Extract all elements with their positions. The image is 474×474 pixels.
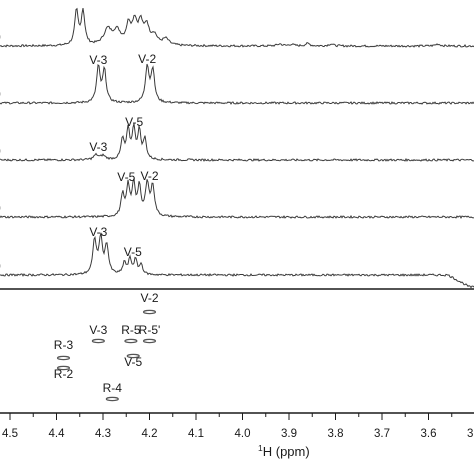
spectra-stack: )))))	[0, 7, 474, 289]
peak-labels: V-3 V-2 V-3 V-5 V-5 V-2 V-3 V-5	[89, 52, 158, 259]
cross-peak-label-5: V-5	[124, 355, 142, 369]
peak-label-3-2: V-5	[125, 115, 143, 129]
peak-label-2-2: V-2	[138, 52, 156, 66]
cross-peak-4	[142, 338, 157, 344]
peak-label-4-1: V-5	[117, 170, 135, 184]
spectrum-trace-5	[0, 232, 474, 289]
x-axis-title-text: H (ppm)	[263, 444, 310, 459]
x-axis: 4.5 4.4 4.3 4.2 4.1 4.0 3.9 3.8 3.7 3.6 3.5	[2, 413, 474, 440]
cross-peak-label-7: R-2	[54, 367, 74, 381]
x-tick-label-5: 4.1	[188, 428, 204, 440]
trace-marker-5: )	[0, 258, 1, 272]
x-axis-title: 1H (ppm)	[258, 443, 310, 459]
spectrum-trace-3	[0, 123, 474, 162]
cross-peak-label-8: R-4	[103, 381, 123, 395]
peak-label-3-1: V-3	[89, 140, 107, 154]
cross-peak-label-6: R-3	[54, 338, 74, 352]
spectrum-trace-1	[0, 7, 474, 48]
x-axis-title-superscript: 1	[258, 443, 263, 453]
cross-peak-3	[124, 338, 138, 344]
cross-peak-8	[105, 396, 119, 402]
x-tick-label-7: 3.9	[281, 428, 297, 440]
cross-peak-label-4: R-5'	[139, 323, 161, 337]
cross-peak-1	[142, 309, 157, 315]
trace-marker-4: )	[0, 200, 1, 214]
cross-peak-6	[56, 355, 71, 361]
cross-peak-5	[126, 353, 140, 359]
peak-label-5-2: V-5	[124, 245, 142, 259]
cross-peak-label-1: V-2	[140, 291, 158, 305]
cross-peak-panel: V-2 V-3 R-5R-5' V-5 R-3 R-2 R-4	[54, 291, 161, 402]
spectrum-trace-2	[0, 63, 474, 105]
x-tick-label-3: 4.3	[95, 428, 111, 440]
trace-marker-2: )	[0, 86, 1, 100]
x-tick-label-6: 4.0	[235, 428, 251, 440]
peak-label-5-1: V-3	[89, 225, 107, 239]
peak-label-2-1: V-3	[89, 53, 107, 67]
x-tick-label-8: 3.8	[328, 428, 344, 440]
cross-peak-label-3: R-5	[121, 323, 141, 337]
x-tick-label-2: 4.4	[49, 428, 66, 440]
spectrum-trace-4	[0, 178, 474, 219]
x-tick-label-1: 4.5	[2, 428, 18, 440]
x-tick-label-9: 3.7	[374, 428, 390, 440]
trace-marker-3: )	[0, 143, 1, 157]
peak-label-4-2: V-2	[140, 169, 158, 183]
trace-marker-1: )	[0, 29, 1, 43]
cross-peak-label-2: V-3	[89, 323, 107, 337]
x-tick-label-11: 3.5	[467, 428, 474, 440]
x-tick-label-10: 3.6	[421, 428, 437, 440]
cross-peak-7	[56, 365, 71, 371]
cross-peak-2	[91, 338, 105, 344]
x-tick-label-4: 4.2	[142, 428, 158, 440]
